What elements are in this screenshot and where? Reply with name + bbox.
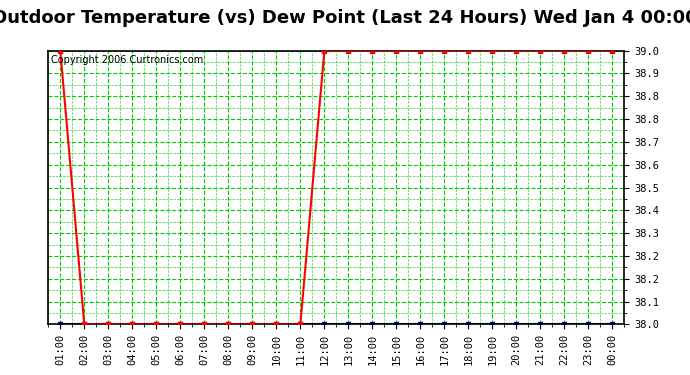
Text: Copyright 2006 Curtronics.com: Copyright 2006 Curtronics.com — [51, 55, 204, 65]
Text: Outdoor Temperature (vs) Dew Point (Last 24 Hours) Wed Jan 4 00:00: Outdoor Temperature (vs) Dew Point (Last… — [0, 9, 690, 27]
